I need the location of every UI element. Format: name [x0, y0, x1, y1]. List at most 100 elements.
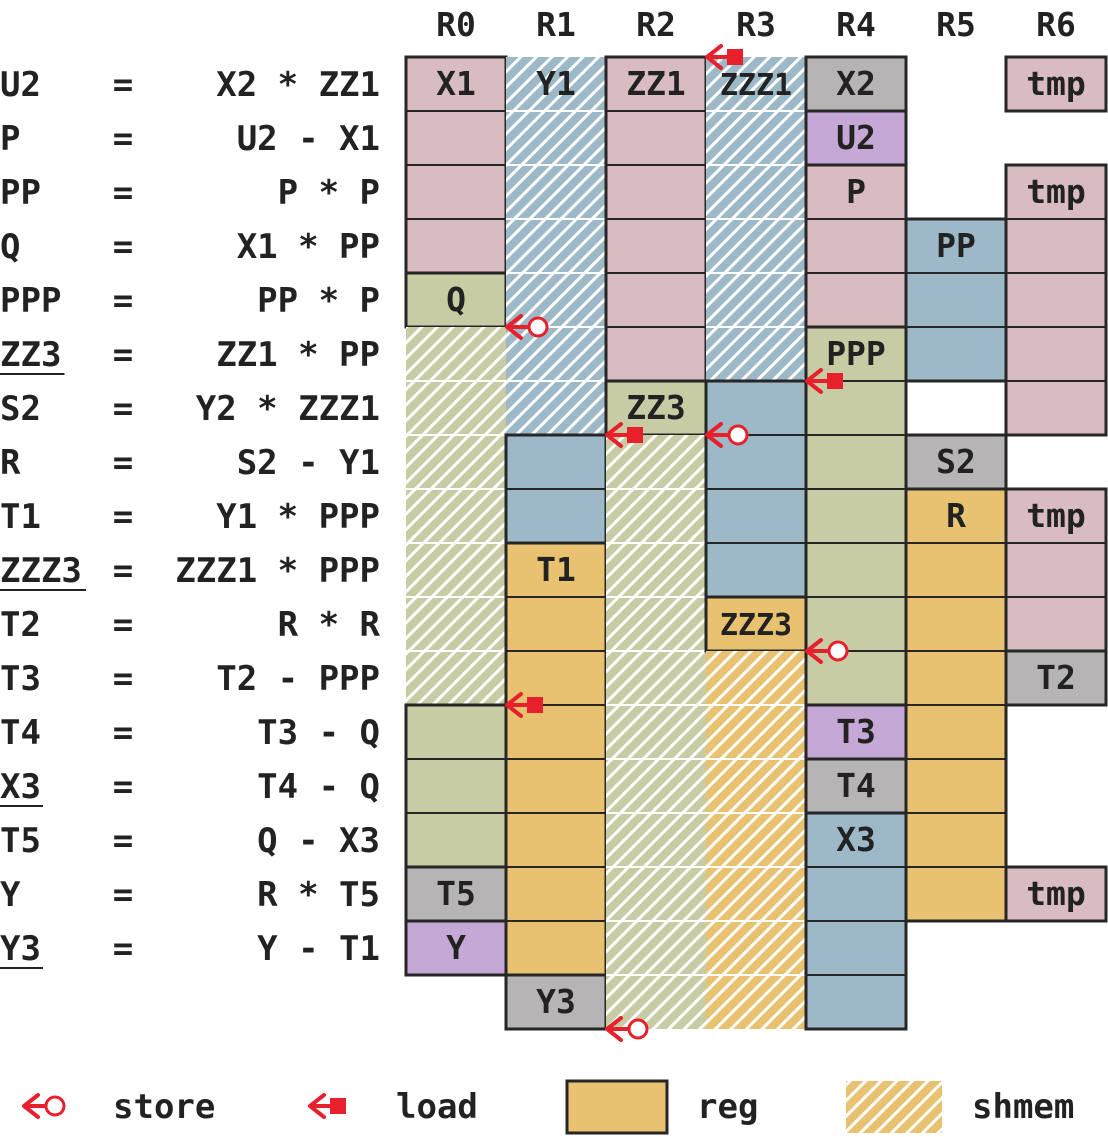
register-block: T5: [404, 865, 508, 923]
equals-sign: =: [113, 929, 133, 969]
equals-sign: =: [113, 767, 133, 807]
equation-rhs: Y2 * ZZZ1: [196, 389, 380, 429]
legend: store load reg shmem: [22, 1079, 1074, 1135]
equals-sign: =: [113, 443, 133, 483]
register-block: tmp: [1004, 487, 1108, 653]
store-circle: [827, 640, 849, 662]
equation-rhs: PP * P: [257, 281, 380, 321]
register-label-r5: R5: [936, 5, 976, 44]
register-header: R0 R1 R2 R3 R4 R5 R6: [436, 5, 1076, 44]
equation-lhs: ZZZ3: [0, 551, 82, 591]
load-square: [827, 373, 843, 389]
equals-sign: =: [113, 389, 133, 429]
register-columns: X1QT5YY1T1Y3ZZ1ZZ3ZZZ1ZZZ3X2U2PPPPT3T4X3…: [404, 55, 1108, 1031]
variable-label: S2: [936, 442, 976, 481]
variable-label: ZZZ1: [720, 68, 792, 103]
equation-rhs: X1 * PP: [237, 227, 380, 267]
variable-label: T3: [836, 712, 876, 751]
shmem-block: [406, 327, 506, 705]
equation-lhs: ZZ3: [0, 335, 61, 375]
load-arrow: [505, 692, 543, 718]
hatch-pattern: [406, 327, 506, 705]
variable-label: ZZ1: [626, 64, 686, 103]
register-block: Y: [404, 919, 508, 977]
variable-label: ZZ3: [626, 388, 686, 427]
equals-sign: =: [113, 605, 133, 645]
hatch-pattern: [706, 651, 806, 1029]
equation-list: U2 = X2 * ZZ1 P = U2 - X1 PP = P * P Q = X1 * PP PPP…: [0, 65, 381, 969]
load-arrow: [605, 422, 643, 448]
variable-label: PP: [936, 226, 976, 265]
register-block: ZZ1: [604, 55, 708, 383]
equation-rhs: Y - T1: [257, 929, 380, 969]
equation-lhs: PP: [0, 173, 41, 213]
equation-rhs: Q - X3: [257, 821, 380, 861]
load-arrow: [805, 368, 843, 394]
block-fill: [406, 867, 506, 921]
equals-sign: =: [113, 281, 133, 321]
equation-rhs: R * R: [278, 605, 381, 645]
equation-rhs: T3 - Q: [257, 713, 380, 753]
legend-load-label: load: [396, 1087, 478, 1127]
variable-label: Y: [446, 928, 466, 967]
block-fill: [706, 597, 806, 651]
register-label-r2: R2: [636, 5, 676, 44]
shmem-block: Y1: [506, 57, 606, 435]
store-circle: [44, 1095, 66, 1117]
register-block: Y3: [504, 973, 608, 1031]
block-fill: [806, 759, 906, 813]
equals-sign: =: [113, 119, 133, 159]
block-fill: [806, 705, 906, 759]
equation-lhs: T2: [0, 605, 41, 645]
register-block: tmp: [1004, 55, 1108, 113]
legend-shmem-label: shmem: [972, 1087, 1074, 1127]
equation-rhs: Y1 * PPP: [216, 497, 380, 537]
register-block: PPP: [804, 325, 908, 707]
legend-store-arrow: [22, 1093, 66, 1119]
register-block: [504, 433, 608, 545]
register-block: U2: [804, 109, 908, 167]
block-fill: [806, 165, 906, 327]
block-fill: [1006, 165, 1106, 435]
variable-label: X1: [436, 64, 476, 103]
equation-lhs: Q: [0, 227, 20, 267]
block-fill: [1006, 867, 1106, 921]
equals-sign: =: [113, 551, 133, 591]
equation-lhs: T4: [0, 713, 41, 753]
equation-rhs: X2 * ZZ1: [216, 65, 380, 105]
variable-label: X3: [836, 820, 876, 859]
equation-lhs: PPP: [0, 281, 61, 321]
variable-label: Y1: [536, 64, 576, 103]
variable-label: Y3: [536, 982, 576, 1021]
equation-rhs: T2 - PPP: [216, 659, 380, 699]
block-fill: [1006, 651, 1106, 705]
store-circle: [527, 316, 549, 338]
equation-rhs: P * P: [278, 173, 380, 213]
variable-label: T2: [1036, 658, 1076, 697]
store-circle: [627, 1018, 649, 1040]
shmem-block: [606, 435, 706, 1029]
load-square: [330, 1098, 346, 1114]
equation-lhs: T1: [0, 497, 41, 537]
register-block: X3: [804, 811, 908, 1031]
legend-reg-label: reg: [697, 1087, 758, 1127]
block-fill: [806, 111, 906, 165]
block-border: [1004, 163, 1108, 437]
equation-rhs: U2 - X1: [237, 119, 380, 159]
register-block: X1: [404, 55, 508, 275]
variable-label: tmp: [1026, 64, 1086, 103]
register-block: T4: [804, 757, 908, 815]
equals-sign: =: [113, 713, 133, 753]
variable-label: tmp: [1026, 874, 1086, 913]
block-fill: [906, 219, 1006, 381]
register-label-r6: R6: [1036, 5, 1076, 44]
variable-label: tmp: [1026, 496, 1086, 535]
equals-sign: =: [113, 335, 133, 375]
equals-sign: =: [113, 497, 133, 537]
register-block: ZZ3: [604, 379, 708, 437]
equation-rhs: T4 - Q: [257, 767, 380, 807]
variable-label: T5: [436, 874, 476, 913]
block-fill: [806, 327, 906, 705]
block-fill: [606, 381, 706, 435]
